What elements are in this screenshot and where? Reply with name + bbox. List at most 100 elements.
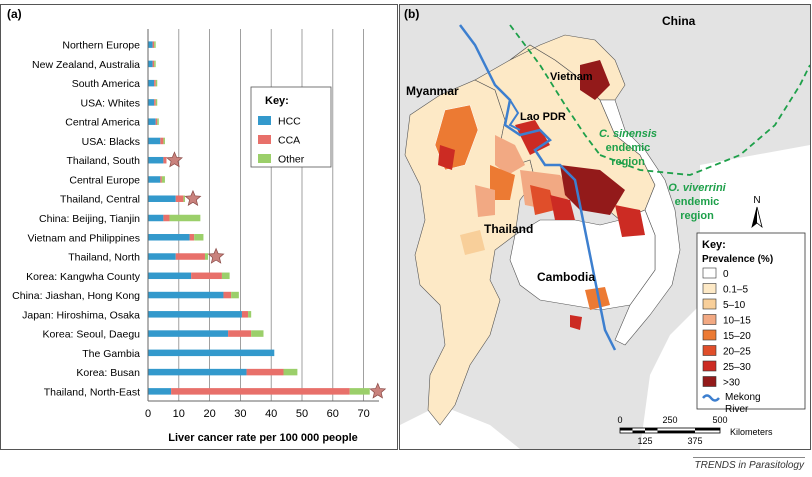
bar-other: [231, 291, 239, 299]
bar-other: [163, 137, 165, 145]
north-arrow-icon: N: [751, 195, 763, 229]
map-key-swatch: [702, 329, 717, 341]
svg-text:C. sinensis: C. sinensis: [599, 128, 657, 140]
map-key-subtitle: Prevalence (%): [702, 254, 773, 265]
mekong-river-line: [459, 24, 617, 351]
patch-north-thailand-dark: [438, 145, 455, 170]
map-key-entry: 10–15: [723, 316, 751, 327]
c-sinensis-boundary: [509, 24, 601, 156]
bar-cca: [155, 118, 158, 125]
patch-laos-south: [615, 205, 645, 237]
bar-other: [154, 60, 156, 68]
y-tick-label: South America: [72, 78, 140, 90]
footer-rule: [693, 457, 805, 458]
river-key-icon: [702, 394, 720, 402]
bar-cca: [171, 388, 350, 395]
bar-hcc: [148, 156, 164, 164]
bar-hcc: [148, 60, 153, 68]
svg-text:N: N: [753, 195, 760, 206]
map-key-entry: 0: [723, 269, 729, 280]
bar-hcc: [148, 253, 176, 260]
panel-a-label: (a): [7, 7, 22, 21]
stars-layer: [166, 151, 387, 399]
svg-text:250: 250: [662, 415, 677, 425]
patch-central-west: [495, 135, 525, 175]
o-viverrini-label: O. viverrini endemic region: [668, 182, 726, 222]
bar-other: [169, 214, 201, 222]
y-tick-label: Thailand, South: [66, 155, 140, 167]
y-tick-label: Vietnam and Philippines: [28, 232, 140, 244]
y-tick-label: Central Europe: [69, 174, 140, 186]
legend-entry: Other: [278, 154, 305, 166]
y-tick-label: The Gambia: [82, 348, 140, 360]
bar-cca: [163, 156, 167, 164]
x-tick-label: 0: [145, 408, 151, 420]
svg-text:500: 500: [712, 415, 727, 425]
map-key-entry: >30: [723, 378, 740, 389]
svg-text:endemic: endemic: [675, 196, 720, 208]
bar-other: [194, 234, 204, 241]
y-tick-label: Korea: Seoul, Daegu: [43, 329, 141, 341]
bar-other: [154, 41, 156, 48]
svg-text:O. viverrini: O. viverrini: [668, 182, 726, 194]
y-tick-label: Northern Europe: [62, 40, 140, 52]
legend-swatch: [258, 154, 271, 163]
x-tick-label: 60: [327, 408, 339, 420]
bar-other: [155, 79, 158, 87]
bar-cca: [152, 41, 155, 48]
patch-south: [570, 315, 582, 330]
map-key-swatch: [702, 360, 717, 372]
star-icon: [369, 382, 387, 399]
bar-cca: [228, 330, 252, 337]
o-viverrini-boundary: [599, 64, 810, 176]
bar-hcc: [148, 214, 164, 222]
bar-cca: [154, 79, 156, 87]
panel-b-map: (b): [399, 4, 811, 450]
bar-hcc: [148, 99, 155, 106]
journal-footer: TRENDS in Parasitology: [694, 460, 804, 471]
map-key-swatch: [702, 298, 717, 310]
y-tick-label: USA: Whites: [80, 97, 140, 109]
bar-hcc: [148, 349, 275, 357]
bar-cca: [241, 311, 249, 318]
bar-other: [183, 195, 185, 202]
x-tick-label: 40: [265, 408, 277, 420]
patch-central-2: [475, 185, 495, 217]
bar-cca: [175, 253, 205, 260]
map-key-swatch: [702, 267, 717, 279]
bar-chart: 0 10 20 30 40 50 60 70 Northern Europe New Zealan…: [12, 29, 387, 444]
mekong-tributary: [508, 99, 521, 131]
x-axis-label: Liver cancer rate per 100 000 people: [168, 432, 358, 444]
bar-other: [248, 311, 252, 318]
bar-hcc: [148, 311, 242, 318]
map-key-entry: 15–20: [723, 331, 751, 342]
y-tick-label: Central America: [65, 117, 140, 129]
map-key-swatch: [702, 376, 717, 387]
patch-vietnam-north: [580, 60, 610, 100]
legend-title: Key:: [265, 95, 289, 107]
panel-a-bar-chart: (a) 0 10 20 30 40 50 60 70 Northern Europe New Ze…: [0, 4, 398, 450]
x-tick-label: 70: [357, 408, 369, 420]
bar-other: [283, 368, 298, 376]
svg-text:endemic: endemic: [606, 142, 651, 154]
map-key-title: Key:: [702, 239, 726, 251]
y-tick-label: China: Jiashan, Hong Kong: [12, 290, 140, 302]
patch-south-thai: [460, 230, 485, 255]
bar-cca: [160, 176, 162, 183]
bar-cca: [154, 99, 156, 106]
patch-northeast-3: [550, 195, 575, 220]
y-tick-label: Japan: Hiroshima, Osaka: [22, 309, 140, 321]
legend-swatch: [258, 135, 271, 144]
label-china: China: [662, 14, 696, 28]
y-tick-label: New Zealand, Australia: [32, 59, 140, 71]
star-icon: [184, 189, 202, 206]
bar-other: [155, 99, 158, 106]
grid-layer: [178, 29, 365, 401]
y-tick-label: USA: Blacks: [82, 136, 140, 148]
map-key-swatch: [702, 345, 717, 356]
svg-text:375: 375: [687, 436, 702, 446]
prevalence-map: China Myanmar Vietnam Lao PDR Thailand C…: [400, 5, 810, 449]
bar-hcc: [148, 272, 192, 280]
legend-entry: CCA: [278, 135, 300, 147]
bar-hcc: [148, 195, 176, 202]
